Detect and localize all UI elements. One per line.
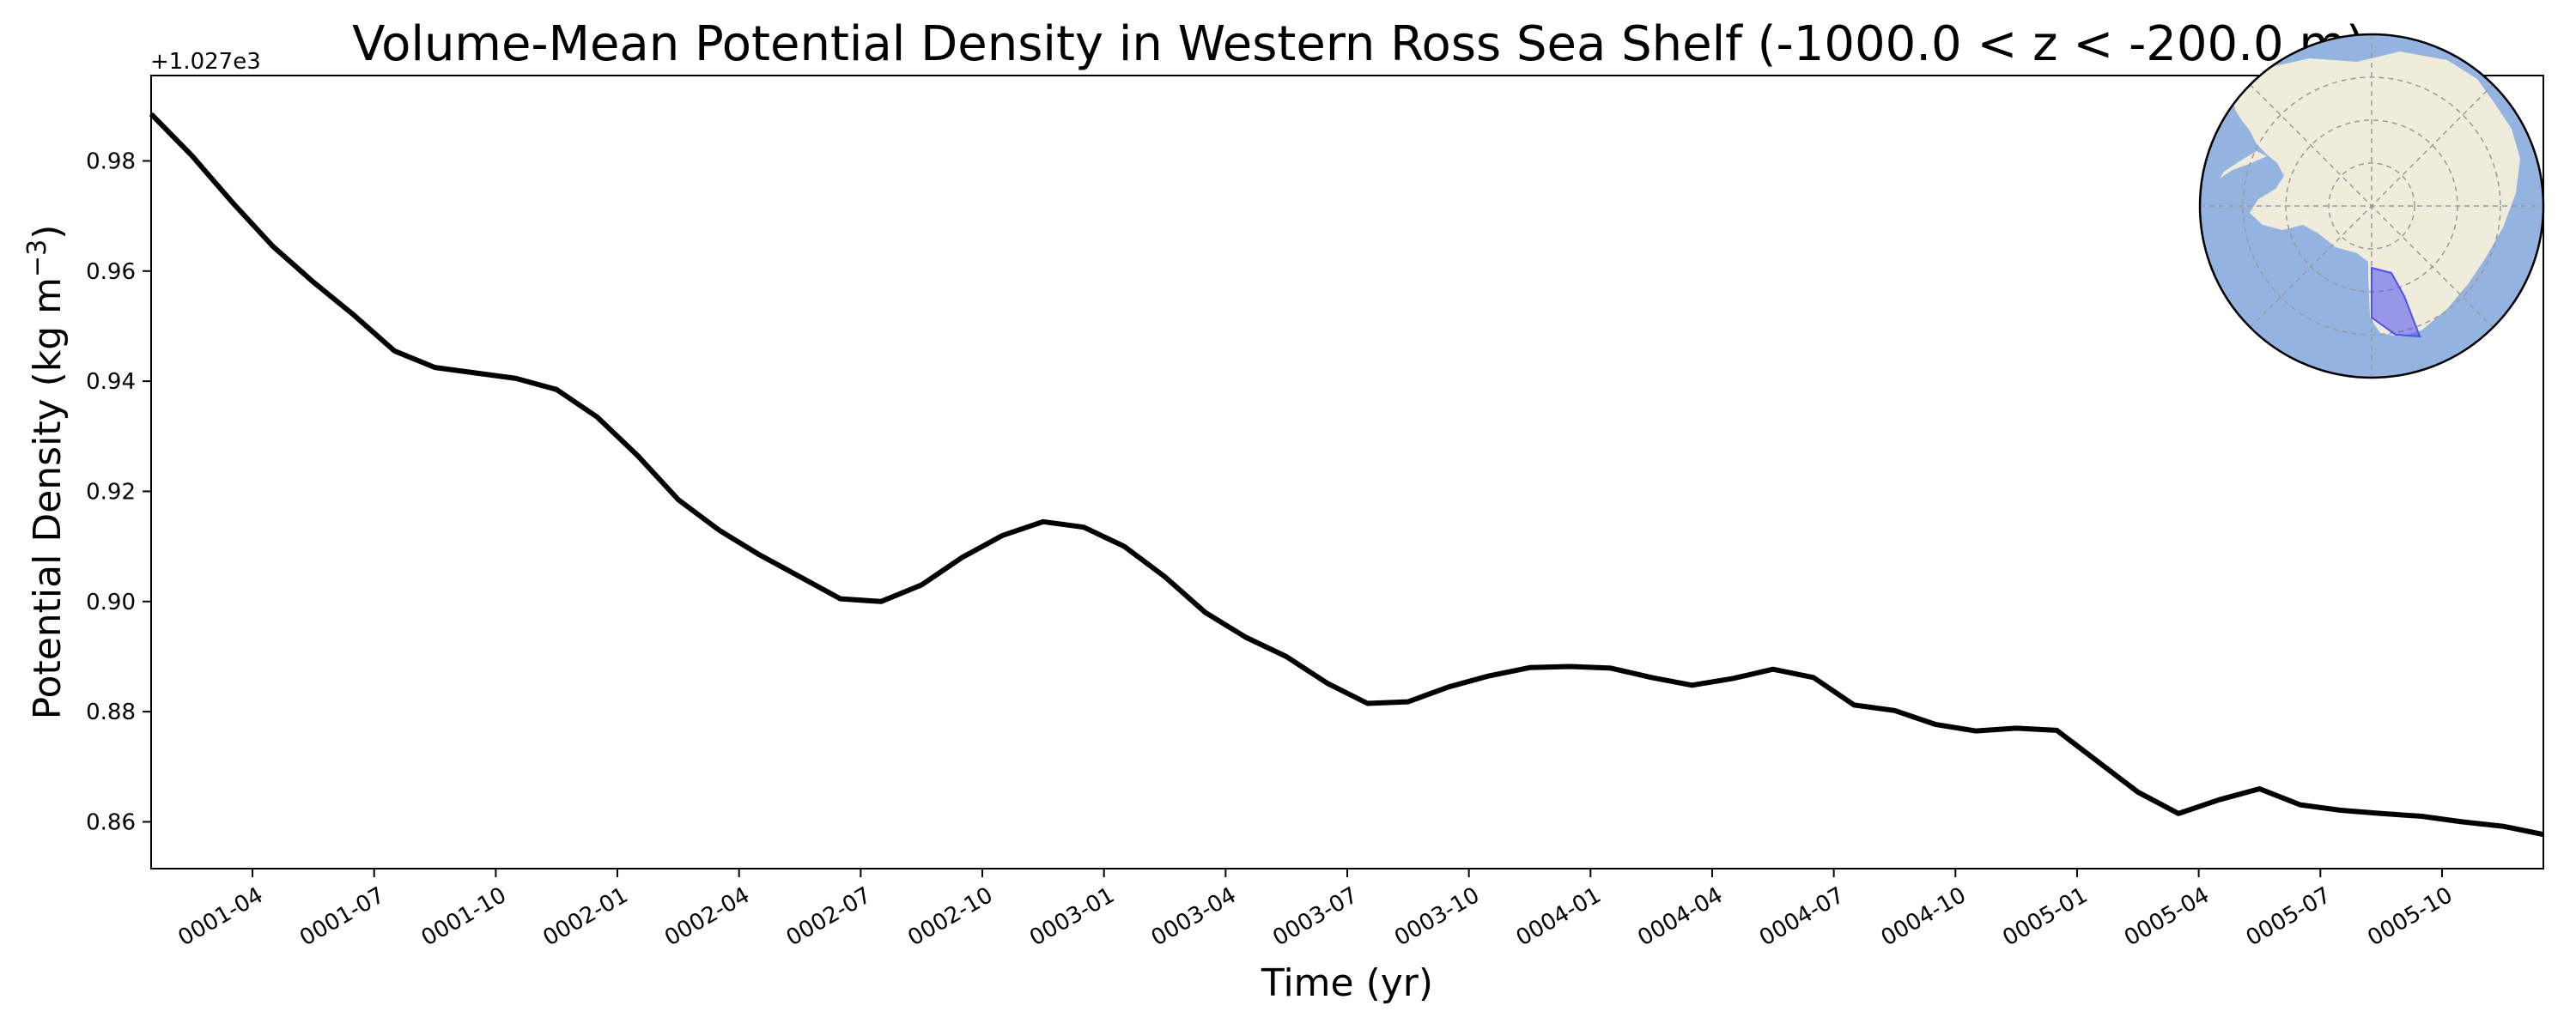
x-tick-label: 0001-07 bbox=[295, 882, 389, 951]
x-tick-label: 0001-10 bbox=[417, 882, 511, 951]
y-offset-label: +1.027e3 bbox=[150, 49, 261, 75]
x-tick-label: 0005-07 bbox=[2242, 882, 2336, 951]
y-tick-label: 0.98 bbox=[86, 148, 136, 174]
x-tick-label: 0005-10 bbox=[2363, 882, 2457, 951]
inset-antarctic-peninsula bbox=[2220, 151, 2267, 179]
x-tick-label: 0004-04 bbox=[1633, 882, 1727, 951]
x-tick-label: 0004-01 bbox=[1512, 882, 1606, 951]
y-axis-label-main: Potential Density (kg m bbox=[26, 277, 70, 719]
x-tick-label: 0002-10 bbox=[903, 882, 997, 951]
y-axis-label-close: ) bbox=[26, 225, 70, 239]
x-tick-label: 0002-01 bbox=[538, 882, 632, 951]
inset-antarctica-land bbox=[2231, 52, 2520, 336]
x-tick-label: 0004-07 bbox=[1755, 882, 1849, 951]
x-tick-label: 0003-07 bbox=[1268, 882, 1362, 951]
x-tick-label: 0001-04 bbox=[173, 882, 267, 951]
y-tick-label: 0.92 bbox=[86, 479, 136, 505]
plot-frame bbox=[150, 75, 2544, 869]
y-axis: 0.86 0.88 0.90 0.92 0.94 0.96 0.98 bbox=[86, 148, 151, 835]
x-tick-label: 0002-07 bbox=[782, 882, 876, 951]
y-tick-label: 0.90 bbox=[86, 590, 136, 615]
y-tick-label: 0.88 bbox=[86, 700, 136, 725]
x-tick-label: 0003-04 bbox=[1147, 882, 1241, 951]
x-tick-label: 0005-01 bbox=[1998, 882, 2092, 951]
chart-title: Volume-Mean Potential Density in Western… bbox=[352, 16, 2365, 72]
x-tick-label: 0004-10 bbox=[1877, 882, 1971, 951]
antarctica-inset-map bbox=[2198, 33, 2545, 379]
y-tick-label: 0.86 bbox=[86, 809, 136, 835]
x-axis-label: Time (yr) bbox=[1261, 961, 1433, 1005]
y-axis-label: Potential Density (kg m−3) bbox=[22, 225, 70, 720]
x-tick-label: 0003-10 bbox=[1390, 882, 1484, 951]
y-tick-label: 0.94 bbox=[86, 369, 136, 395]
x-tick-label: 0002-04 bbox=[660, 882, 754, 951]
y-axis-label-sup: −3 bbox=[22, 239, 52, 277]
series-line bbox=[149, 112, 2544, 838]
x-tick-label: 0005-04 bbox=[2120, 882, 2214, 951]
inset-graticule bbox=[2200, 34, 2543, 378]
inset-western-ross-sea-region bbox=[2371, 266, 2421, 338]
x-axis: 0001-04 0001-07 0001-10 0002-01 0002-04 0002-… bbox=[173, 869, 2457, 951]
x-tick-label: 0003-01 bbox=[1025, 882, 1119, 951]
y-tick-label: 0.96 bbox=[86, 259, 136, 285]
plot-area: 0.860.880.900.920.940.960.98 0001-04 0001… bbox=[86, 75, 2544, 951]
